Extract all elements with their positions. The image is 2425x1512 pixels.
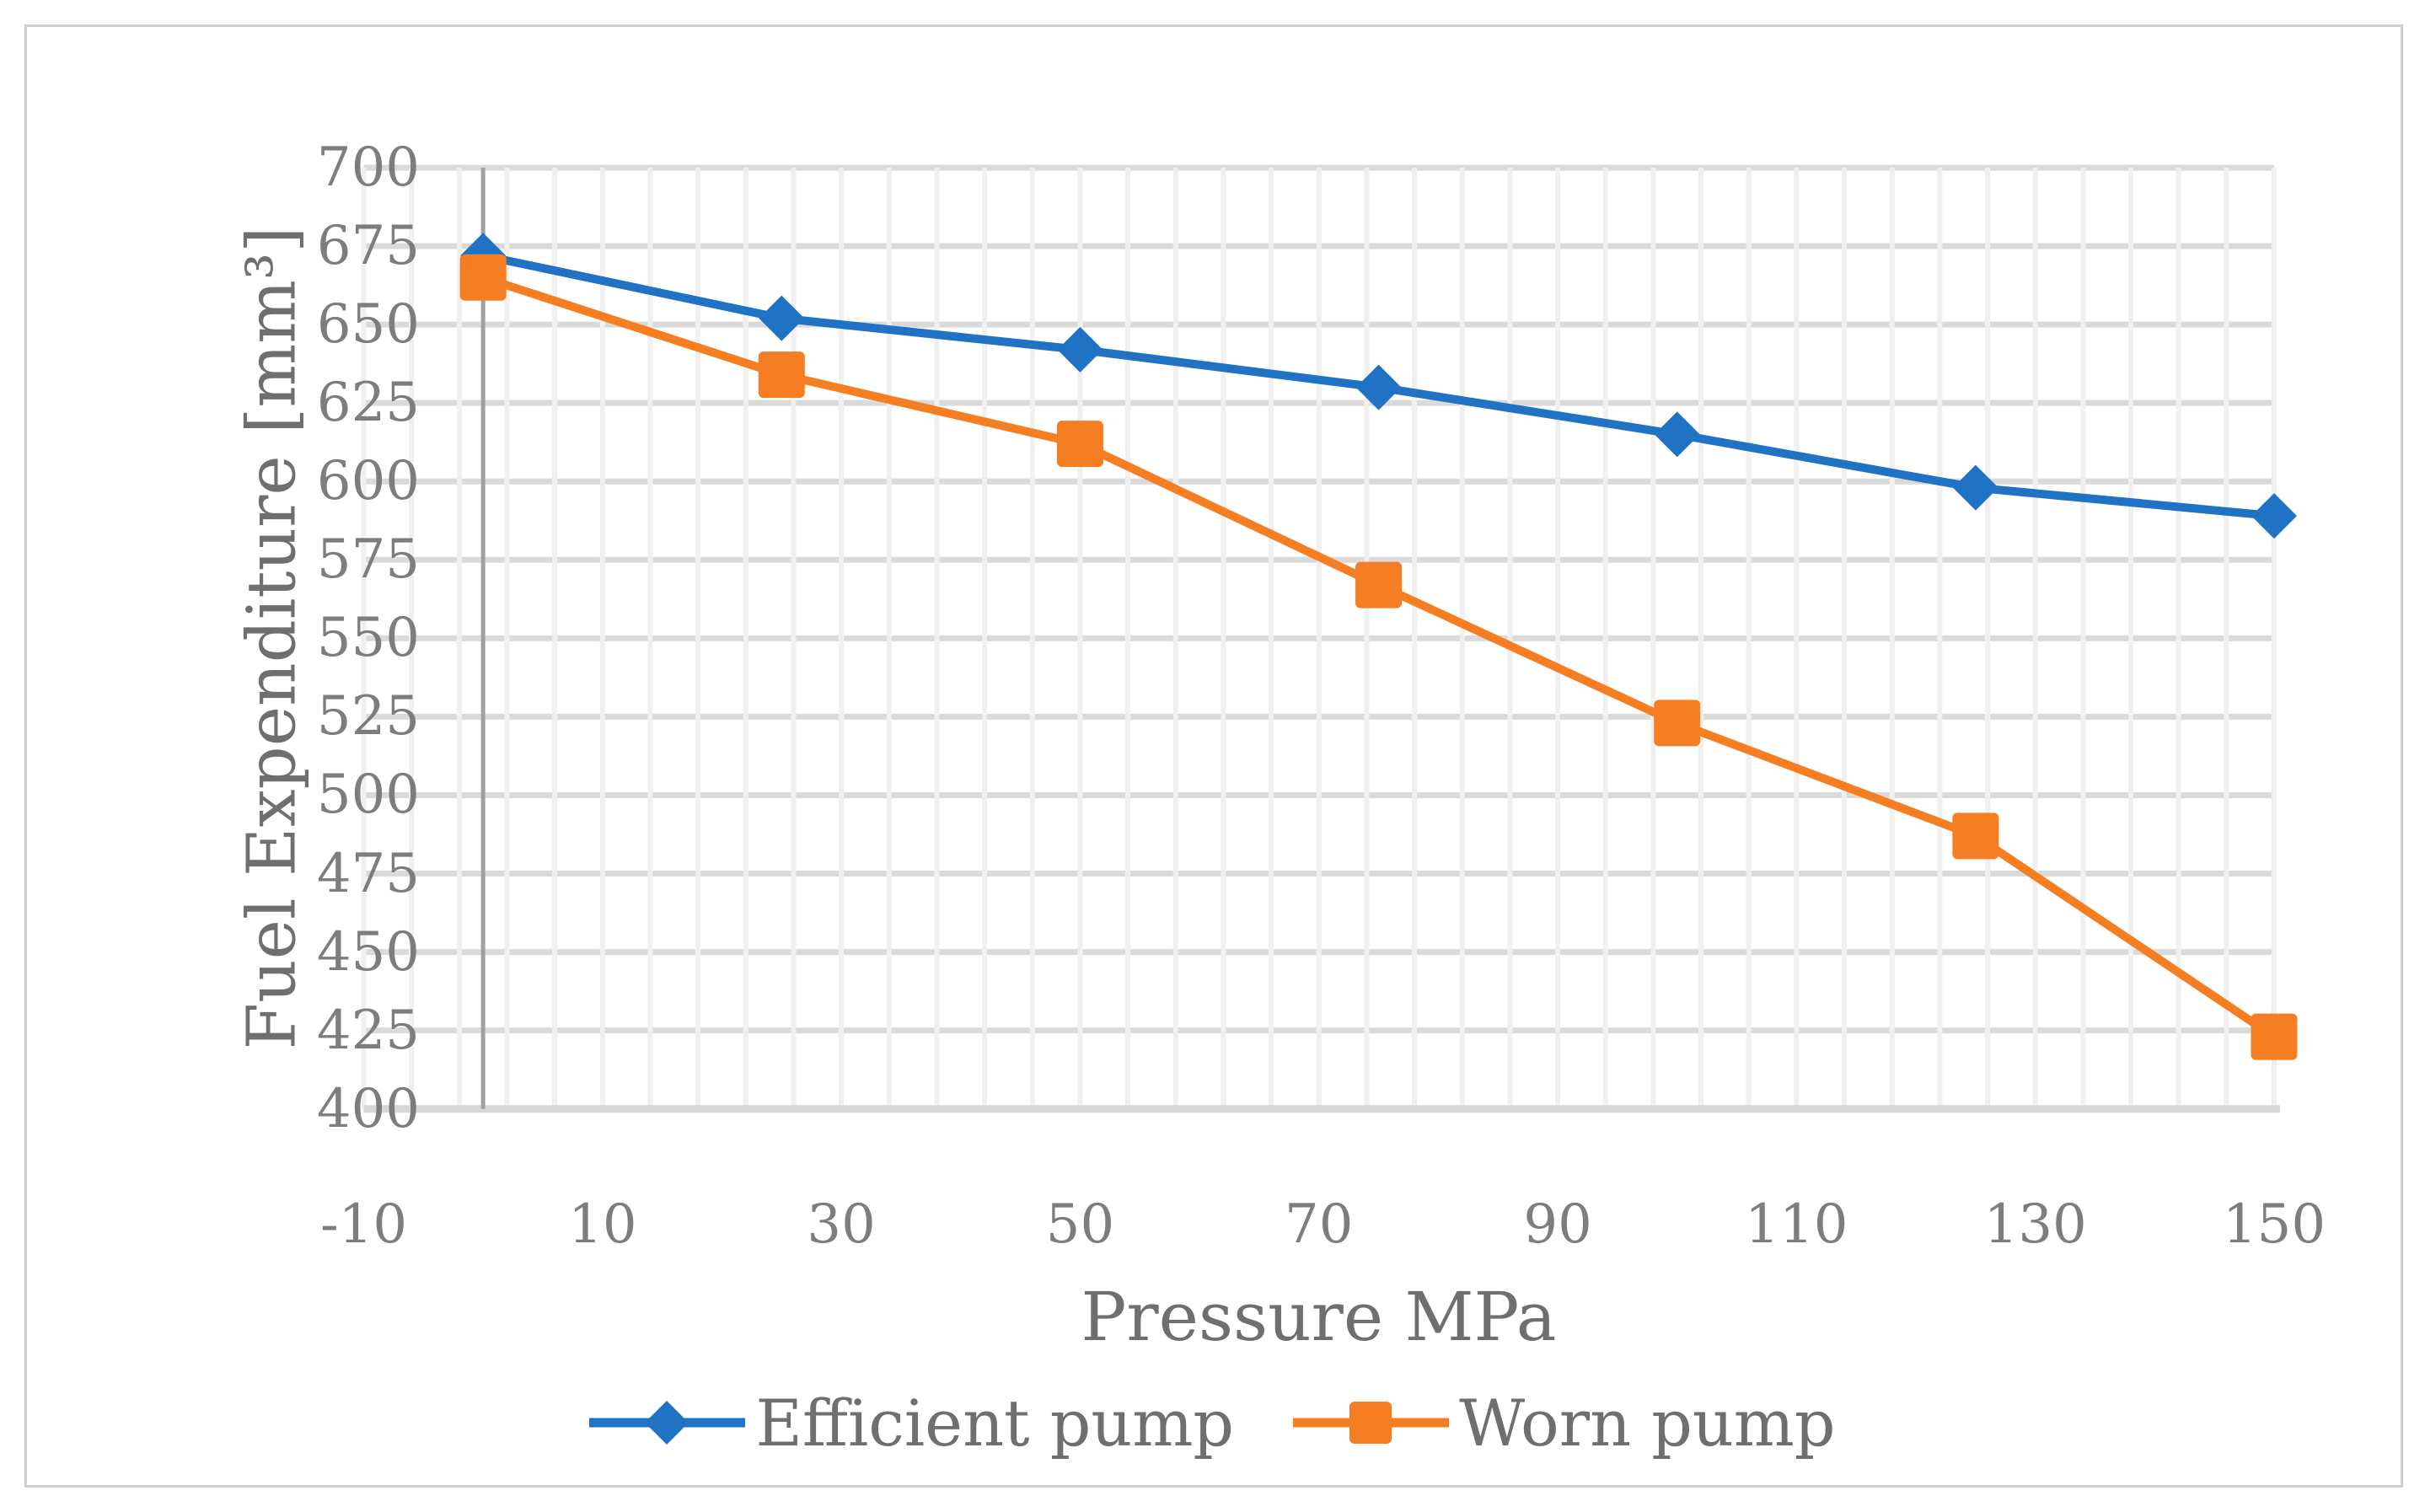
x-axis-title: Pressure MPa [1081, 1278, 1557, 1356]
x-tick-label: 130 [1983, 1193, 2087, 1256]
y-tick-label: 600 [316, 450, 420, 513]
legend-item-worn-pump: Worn pump [1293, 1385, 1836, 1461]
y-tick-label: 525 [316, 685, 420, 748]
y-tick-label: 450 [316, 920, 420, 984]
y-tick-label: 575 [316, 528, 420, 592]
legend-item-efficient-pump: Efficient pump [589, 1386, 1234, 1461]
x-tick-label: 90 [1523, 1193, 1592, 1256]
y-tick-label: 625 [316, 372, 420, 435]
legend: Efficient pump Worn pump [0, 1372, 2425, 1473]
x-tick-label: 30 [807, 1193, 876, 1256]
y-tick-label: 650 [316, 293, 420, 357]
x-tick-label: 150 [2222, 1193, 2326, 1256]
x-tick-label: 10 [568, 1193, 637, 1256]
legend-label-worn-pump: Worn pump [1459, 1385, 1836, 1461]
legend-label-efficient-pump: Efficient pump [755, 1385, 1235, 1461]
y-tick-label: 425 [316, 999, 420, 1062]
y-tick-label: 475 [316, 842, 420, 905]
x-tick-label: 70 [1285, 1193, 1354, 1256]
x-tick-label: -10 [319, 1193, 408, 1256]
efficient-pump-line-marker-icon [589, 1401, 746, 1445]
x-tick-label: 110 [1745, 1193, 1848, 1256]
x-tick-label: 50 [1045, 1193, 1115, 1256]
y-tick-label: 550 [316, 607, 420, 670]
y-tick-label: 700 [316, 137, 420, 199]
y-tick-label: 400 [316, 1077, 420, 1140]
y-axis-title: Fuel Expenditure [mm³] [232, 226, 311, 1050]
worn-pump-line-marker-icon [1293, 1402, 1450, 1444]
chart-border [24, 24, 2403, 1488]
y-tick-label: 500 [316, 764, 420, 827]
y-tick-label: 675 [316, 215, 420, 278]
